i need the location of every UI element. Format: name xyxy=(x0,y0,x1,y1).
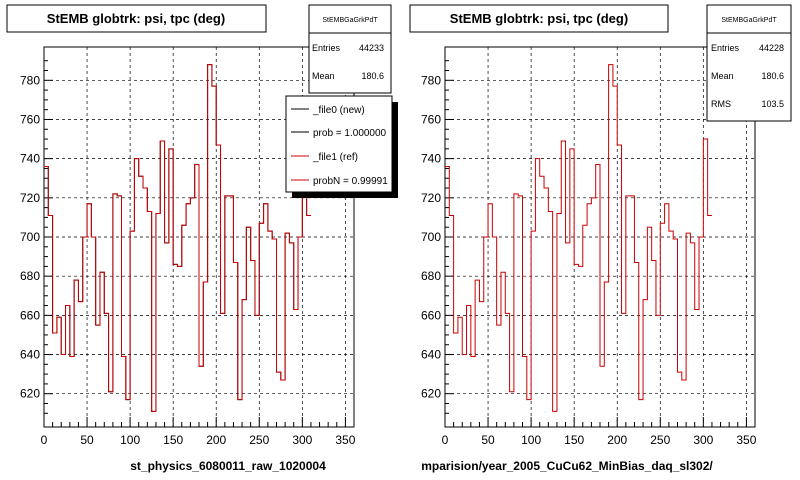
histogram-series-ref xyxy=(445,64,712,412)
right-stats-entries-label: Entries xyxy=(711,43,740,53)
right-x-axis-label: mparision/year_2005_CuCu62_MinBias_daq_s… xyxy=(421,459,713,473)
right-stats-entries-value: 44228 xyxy=(759,43,784,53)
y-tick-label: 680 xyxy=(20,269,40,283)
legend-box xyxy=(285,95,393,193)
y-tick-label: 700 xyxy=(421,230,441,244)
y-tick-label: 660 xyxy=(20,308,40,322)
y-tick-label: 660 xyxy=(421,308,441,322)
right-stats-box xyxy=(706,4,792,122)
x-tick-label: 150 xyxy=(163,433,183,447)
right-stats-mean-value: 180.6 xyxy=(761,71,784,81)
right-title-box xyxy=(409,4,669,33)
left-stats-name: StEMBGaGrkPdT xyxy=(322,17,378,24)
y-tick-label: 620 xyxy=(20,387,40,401)
x-tick-label: 50 xyxy=(481,433,495,447)
left-axis-ticks: 0 50 100 150 200 250 300 350 620 640 660 680 700 720 7… xyxy=(20,60,356,447)
right-stats-rms-value: 103.5 xyxy=(761,99,784,109)
x-tick-label: 200 xyxy=(206,433,226,447)
left-title-box xyxy=(6,4,267,33)
right-series xyxy=(445,64,712,412)
left-stats-box xyxy=(308,4,392,94)
right-stats-name: StEMBGaGrkPdT xyxy=(721,17,777,24)
x-tick-label: 200 xyxy=(607,433,627,447)
y-tick-label: 780 xyxy=(421,73,441,87)
legend-label-probn: probN = 0.99991 xyxy=(313,176,388,187)
y-tick-label: 620 xyxy=(421,387,441,401)
x-tick-label: 300 xyxy=(292,433,312,447)
right-title: StEMB globtrk: psi, tpc (deg) xyxy=(450,11,628,26)
right-axis-ticks: 0 50 100 150 200 250 300 350 620 640 660 680 700 720 7… xyxy=(421,60,757,447)
left-stats-mean-value: 180.6 xyxy=(361,71,384,81)
left-stats-entries-label: Entries xyxy=(312,43,341,53)
y-tick-label: 640 xyxy=(421,348,441,362)
y-tick-label: 700 xyxy=(20,230,40,244)
x-tick-label: 300 xyxy=(693,433,713,447)
y-tick-label: 740 xyxy=(20,152,40,166)
x-tick-label: 0 xyxy=(442,433,449,447)
y-tick-label: 640 xyxy=(20,348,40,362)
y-tick-label: 760 xyxy=(421,112,441,126)
y-tick-label: 780 xyxy=(20,73,40,87)
x-tick-label: 100 xyxy=(120,433,140,447)
y-tick-label: 740 xyxy=(421,152,441,166)
x-tick-label: 50 xyxy=(80,433,94,447)
y-tick-label: 720 xyxy=(20,191,40,205)
right-stats-rms-label: RMS xyxy=(711,99,731,109)
x-tick-label: 350 xyxy=(335,433,355,447)
left-stats-mean-label: Mean xyxy=(312,71,335,81)
x-tick-label: 350 xyxy=(736,433,756,447)
left-title: StEMB globtrk: psi, tpc (deg) xyxy=(47,11,225,26)
x-tick-label: 0 xyxy=(41,433,48,447)
y-tick-label: 720 xyxy=(421,191,441,205)
x-tick-label: 250 xyxy=(650,433,670,447)
x-tick-label: 100 xyxy=(521,433,541,447)
legend-label-file1: _file1 (ref) xyxy=(312,152,358,163)
right-stats-mean-label: Mean xyxy=(711,71,734,81)
legend-label-prob: prob = 1.000000 xyxy=(313,128,387,139)
y-tick-label: 680 xyxy=(421,269,441,283)
legend-label-file0: _file0 (new) xyxy=(312,105,365,116)
left-stats-entries-value: 44233 xyxy=(359,43,384,53)
x-tick-label: 150 xyxy=(564,433,584,447)
histogram-series-ref xyxy=(44,64,311,412)
x-tick-label: 250 xyxy=(249,433,269,447)
right-histogram-panel: 0 50 100 150 200 250 300 350 620 640 660 680 700 720 7… xyxy=(409,4,792,473)
left-series xyxy=(44,64,311,412)
left-x-axis-label: st_physics_6080011_raw_1020004 xyxy=(130,459,326,473)
y-tick-label: 760 xyxy=(20,112,40,126)
left-histogram-panel: 0 50 100 150 200 250 300 350 620 640 660 680 700 720 7… xyxy=(6,4,398,473)
